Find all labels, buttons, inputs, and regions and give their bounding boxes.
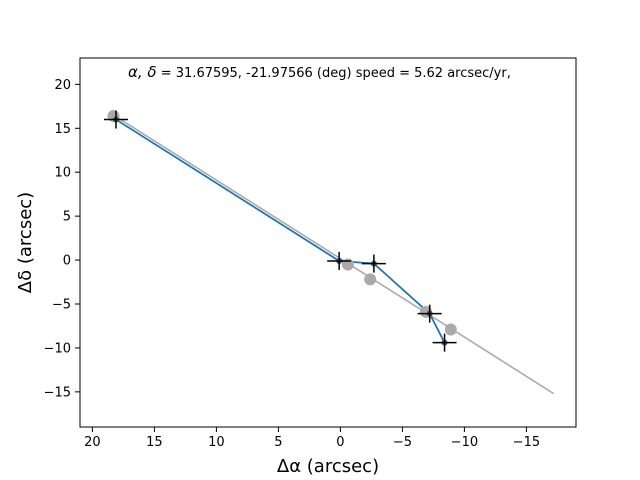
y-axis-label: Δδ (arcsec) [15,192,36,293]
y-tick-label: 10 [54,166,71,181]
observed-path-line [115,118,446,344]
y-tick-label: 0 [63,254,71,269]
x-axis-ticks: 20 15 10 5 0 −5 −10 −15 [84,427,540,450]
x-axis-label: Δα (arcsec) [277,456,379,477]
plot-frame [79,57,577,428]
y-tick-label: 5 [63,210,71,225]
chart-annotation: α, δ = 31.67595, -21.97566 (deg) speed =… [128,63,511,81]
x-tick-label: 20 [84,435,101,450]
y-tick-label: −10 [44,341,71,356]
x-tick-label: −15 [513,435,540,450]
y-tick-label: −15 [44,385,71,400]
x-tick-label: −10 [451,435,478,450]
y-axis-ticks: 20 15 10 5 0 −5 −10 −15 [44,78,80,400]
x-tick-label: 10 [208,435,225,450]
annotation-symbol: α, δ [128,63,157,81]
model-point [444,323,457,336]
plot-marks [103,109,555,395]
annotation-text: = 31.67595, -21.97566 (deg) speed = 5.62… [157,66,511,81]
y-tick-label: 20 [54,78,71,93]
x-tick-label: 5 [274,435,282,450]
x-tick-label: 0 [336,435,344,450]
model-trajectory-line [111,113,555,395]
y-tick-label: 15 [54,122,71,137]
x-tick-label: −5 [393,435,412,450]
y-tick-label: −5 [52,298,71,313]
model-point [364,273,377,286]
x-tick-label: 15 [146,435,163,450]
